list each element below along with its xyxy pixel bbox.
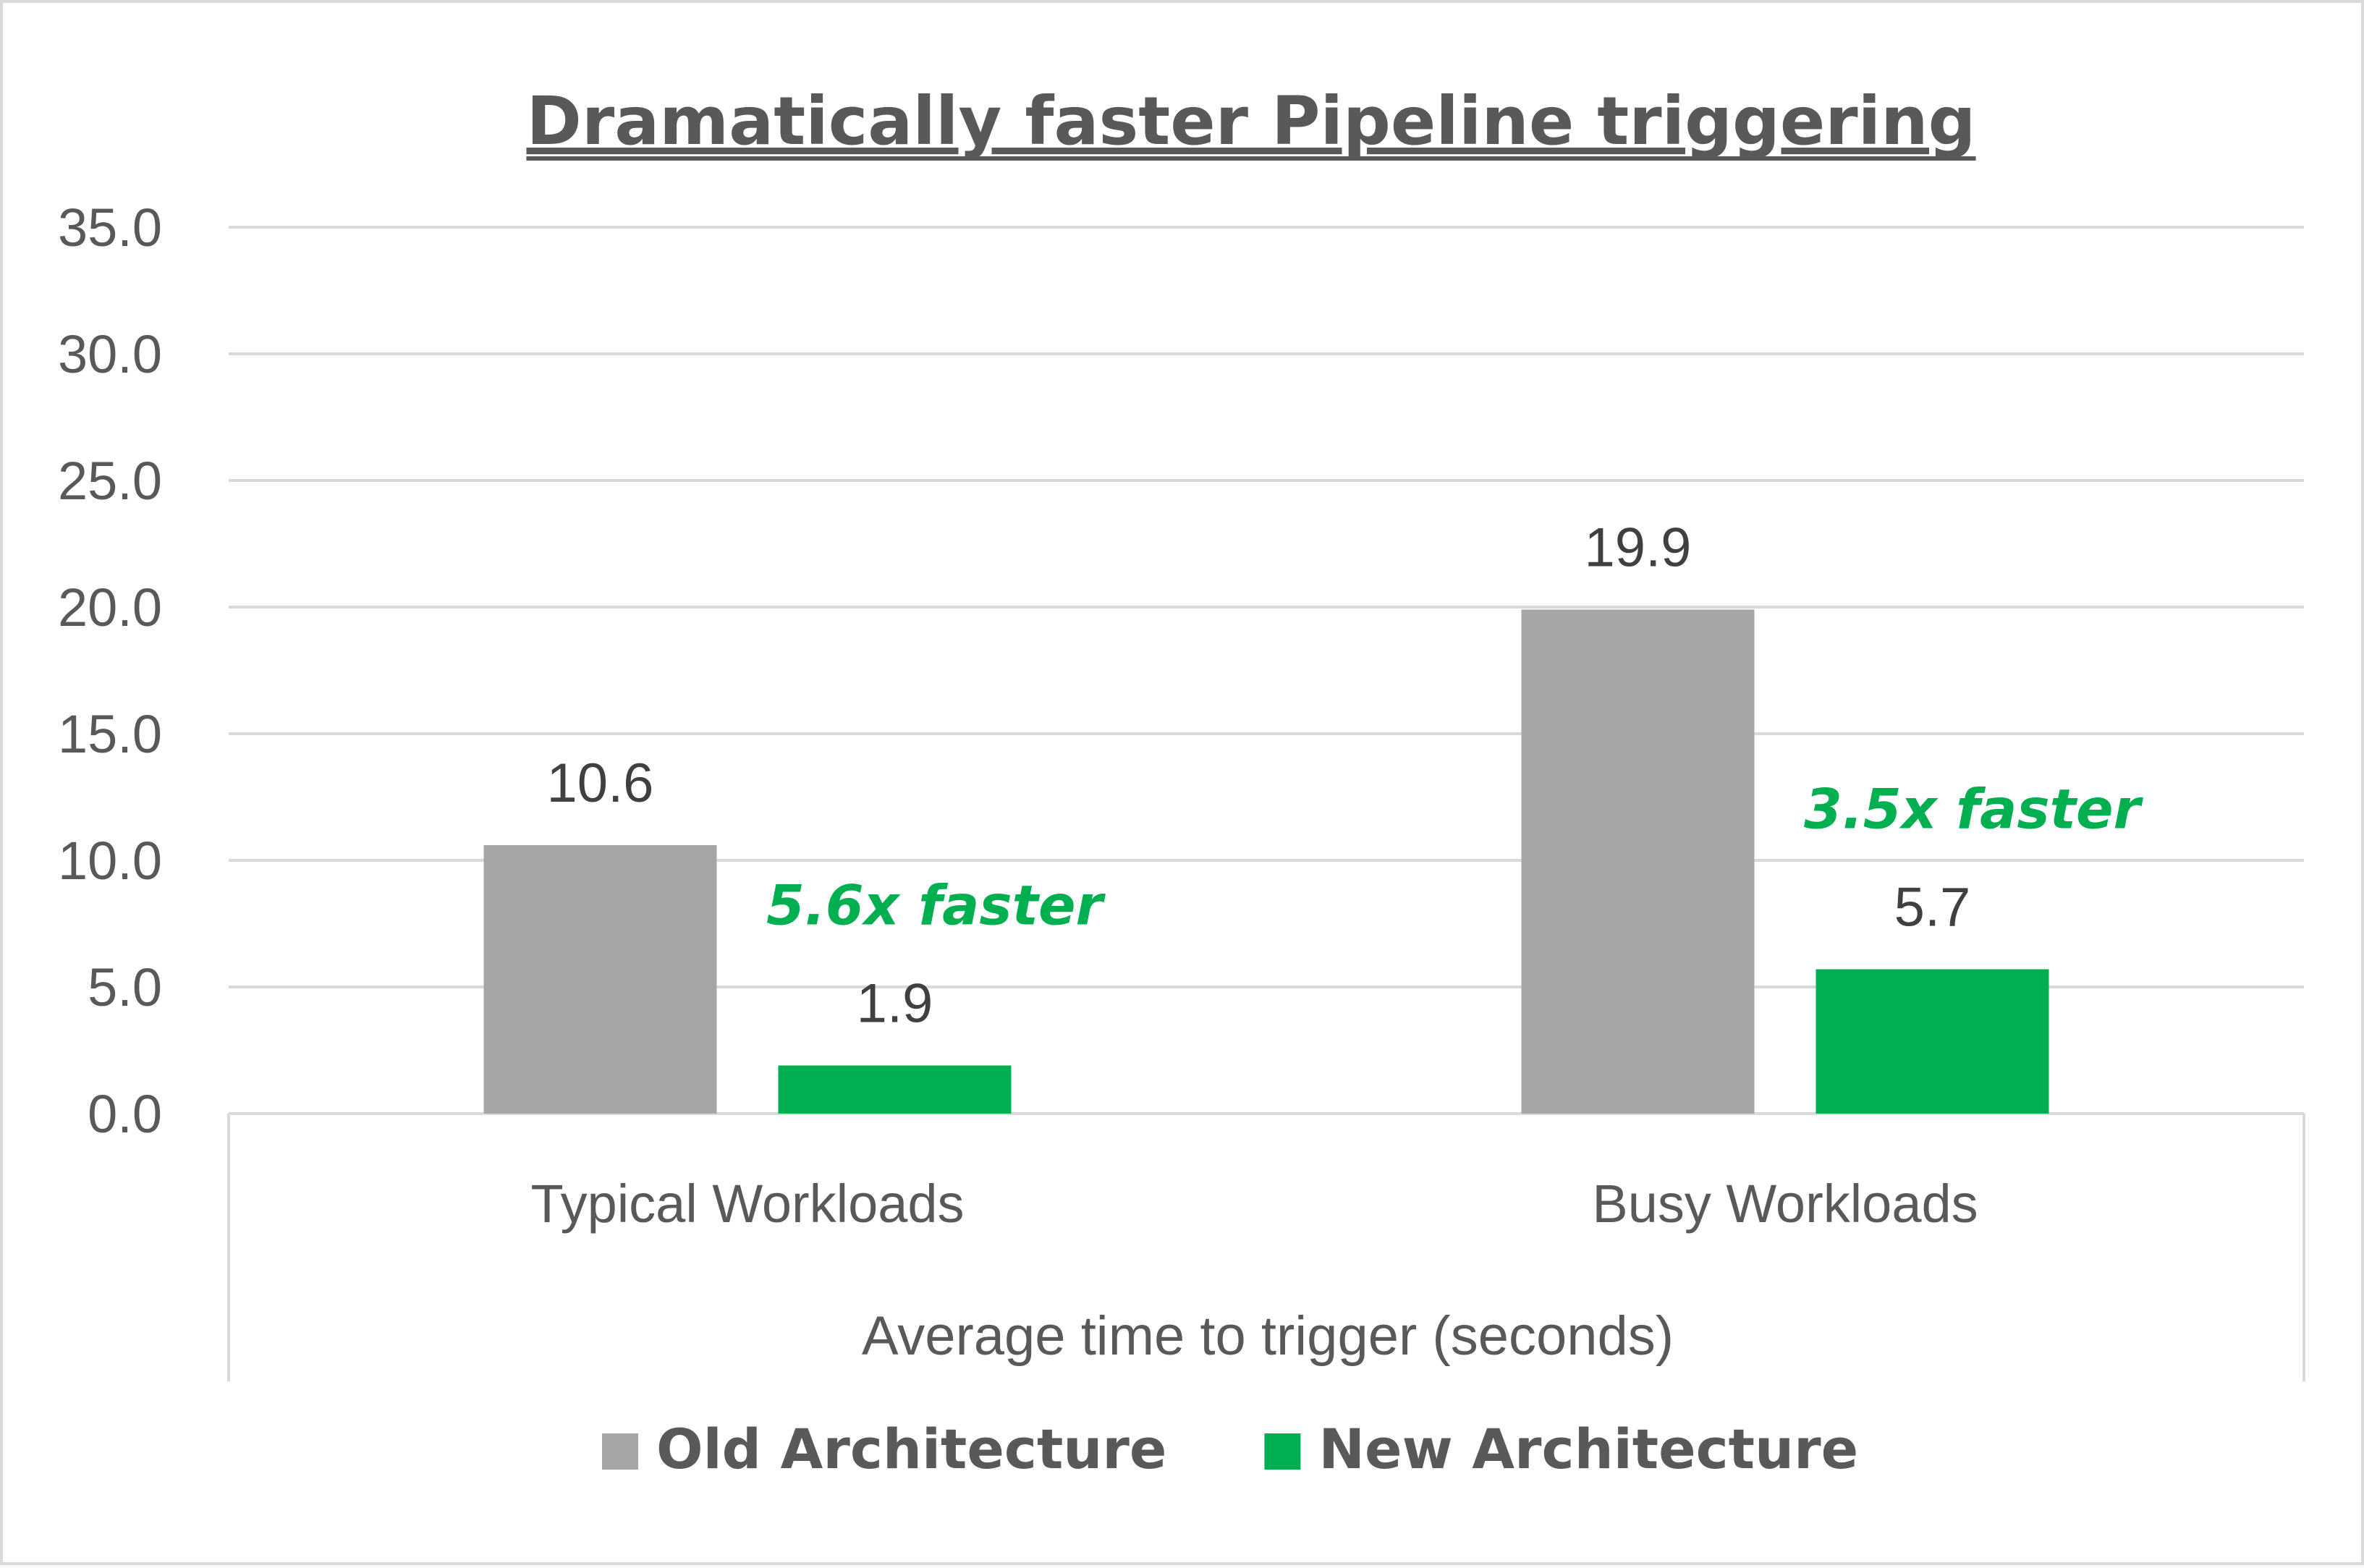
bar-new-architecture bbox=[778, 1065, 1012, 1114]
x-category-label: Typical Workloads bbox=[530, 1174, 964, 1234]
x-axis-categories: Typical Workloads Busy Workloads bbox=[530, 1174, 1978, 1234]
data-label: 5.7 bbox=[1894, 877, 1971, 938]
legend-swatch bbox=[602, 1433, 638, 1470]
data-labels: 10.6 1.9 19.9 5.7 bbox=[547, 517, 1971, 1035]
speedup-annotation: 5.6x faster bbox=[766, 873, 1106, 938]
chart-title: Dramatically faster Pipeline triggering bbox=[526, 82, 1975, 160]
y-tick-label: 25.0 bbox=[58, 451, 162, 511]
legend-label: Old Architecture bbox=[656, 1417, 1166, 1481]
y-tick-label: 30.0 bbox=[58, 324, 162, 384]
x-category-label: Busy Workloads bbox=[1592, 1174, 1978, 1234]
y-tick-label: 5.0 bbox=[88, 957, 162, 1017]
legend-swatch bbox=[1264, 1433, 1301, 1470]
y-tick-label: 15.0 bbox=[58, 704, 162, 764]
data-label: 10.6 bbox=[547, 753, 654, 814]
annotations: 5.6x faster 3.5x faster bbox=[766, 777, 2144, 938]
data-label: 1.9 bbox=[857, 973, 933, 1035]
bar-new-architecture bbox=[1816, 969, 2049, 1114]
y-tick-label: 35.0 bbox=[58, 198, 162, 258]
x-axis-title: Average time to trigger (seconds) bbox=[862, 1305, 1674, 1367]
y-tick-label: 10.0 bbox=[58, 831, 162, 891]
bar-chart: Dramatically faster Pipeline triggering … bbox=[58, 82, 2305, 1481]
legend: Old Architecture New Architecture bbox=[602, 1417, 1858, 1481]
speedup-annotation: 3.5x faster bbox=[1804, 777, 2144, 842]
y-axis-ticks: 0.0 5.0 10.0 15.0 20.0 25.0 30.0 35.0 bbox=[58, 198, 162, 1144]
bar-old-architecture bbox=[483, 845, 717, 1114]
y-tick-label: 20.0 bbox=[58, 577, 162, 637]
legend-label: New Architecture bbox=[1318, 1417, 1858, 1481]
data-label: 19.9 bbox=[1585, 517, 1692, 579]
bars bbox=[483, 609, 2049, 1114]
y-tick-label: 0.0 bbox=[88, 1084, 162, 1144]
bar-old-architecture bbox=[1521, 609, 1755, 1114]
